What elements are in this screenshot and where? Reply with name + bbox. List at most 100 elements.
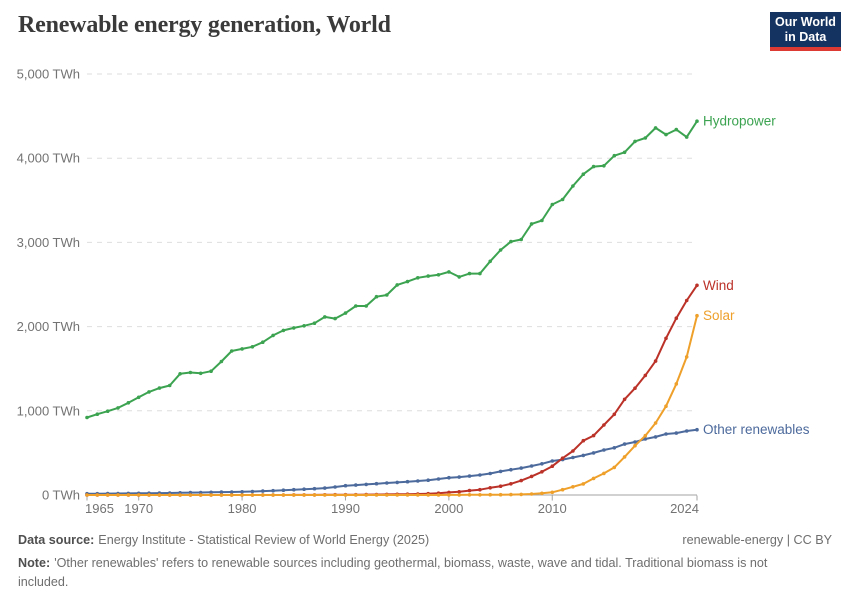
data-point-hydropower[interactable]: [478, 271, 482, 276]
data-point-hydropower[interactable]: [436, 273, 441, 277]
data-point-hydropower[interactable]: [261, 340, 265, 345]
data-point-solar[interactable]: [292, 493, 296, 497]
data-point-solar[interactable]: [540, 491, 544, 496]
series-solar[interactable]: [85, 313, 699, 497]
data-point-solar[interactable]: [550, 490, 555, 495]
data-point-solar[interactable]: [385, 493, 389, 497]
data-point-hydropower[interactable]: [571, 184, 575, 188]
data-point-hydropower[interactable]: [509, 239, 513, 244]
data-point-solar[interactable]: [85, 493, 89, 497]
data-point-hydropower[interactable]: [188, 370, 193, 375]
data-point-wind[interactable]: [653, 359, 658, 363]
data-point-wind[interactable]: [457, 490, 462, 494]
data-point-other-renewables[interactable]: [405, 479, 410, 484]
data-point-other-renewables[interactable]: [602, 448, 606, 452]
data-point-hydropower[interactable]: [240, 347, 244, 351]
series-hydropower[interactable]: [85, 119, 699, 420]
data-point-other-renewables[interactable]: [343, 483, 348, 488]
data-point-hydropower[interactable]: [95, 412, 100, 417]
data-point-other-renewables[interactable]: [198, 490, 203, 495]
data-point-other-renewables[interactable]: [509, 467, 513, 472]
data-point-solar[interactable]: [323, 493, 327, 497]
data-point-wind[interactable]: [633, 386, 637, 391]
data-point-hydropower[interactable]: [219, 359, 224, 364]
data-point-wind[interactable]: [674, 316, 679, 321]
data-point-wind[interactable]: [602, 423, 606, 427]
data-point-wind[interactable]: [622, 397, 627, 402]
data-point-hydropower[interactable]: [250, 345, 255, 349]
data-point-solar[interactable]: [364, 493, 369, 497]
data-point-solar[interactable]: [436, 493, 441, 497]
data-point-other-renewables[interactable]: [695, 427, 699, 432]
data-point-solar[interactable]: [674, 382, 679, 386]
data-point-solar[interactable]: [167, 493, 172, 497]
data-point-solar[interactable]: [488, 492, 493, 497]
data-point-other-renewables[interactable]: [271, 488, 275, 493]
data-point-other-renewables[interactable]: [354, 483, 358, 487]
data-point-solar[interactable]: [188, 493, 193, 497]
data-point-solar[interactable]: [581, 482, 586, 486]
series-wind[interactable]: [85, 283, 699, 497]
data-point-solar[interactable]: [95, 493, 100, 497]
data-point-wind[interactable]: [581, 438, 586, 443]
data-point-wind[interactable]: [467, 488, 472, 493]
data-point-hydropower[interactable]: [85, 415, 89, 420]
data-point-wind[interactable]: [612, 412, 617, 417]
data-point-other-renewables[interactable]: [581, 453, 586, 458]
data-point-other-renewables[interactable]: [664, 432, 668, 436]
data-point-hydropower[interactable]: [457, 275, 462, 279]
data-point-solar[interactable]: [312, 493, 317, 497]
data-point-solar[interactable]: [333, 493, 337, 497]
data-point-hydropower[interactable]: [136, 395, 141, 400]
data-point-solar[interactable]: [209, 493, 213, 497]
data-point-solar[interactable]: [478, 493, 482, 497]
data-point-solar[interactable]: [622, 455, 627, 459]
data-point-other-renewables[interactable]: [633, 440, 637, 444]
data-point-other-renewables[interactable]: [488, 471, 493, 476]
data-point-other-renewables[interactable]: [416, 479, 420, 483]
data-point-solar[interactable]: [219, 493, 224, 497]
data-point-hydropower[interactable]: [333, 316, 337, 321]
data-point-other-renewables[interactable]: [364, 482, 369, 487]
data-point-hydropower[interactable]: [126, 401, 131, 405]
data-point-solar[interactable]: [664, 404, 668, 409]
data-point-solar[interactable]: [602, 471, 606, 476]
data-point-solar[interactable]: [519, 492, 523, 497]
data-point-wind[interactable]: [498, 484, 503, 489]
data-point-solar[interactable]: [447, 493, 451, 497]
data-point-hydropower[interactable]: [178, 372, 182, 376]
data-point-solar[interactable]: [126, 493, 131, 497]
data-point-solar[interactable]: [354, 493, 358, 497]
data-point-solar[interactable]: [374, 493, 379, 497]
data-point-hydropower[interactable]: [498, 248, 503, 252]
data-point-solar[interactable]: [116, 493, 120, 497]
data-point-hydropower[interactable]: [405, 279, 410, 284]
data-point-hydropower[interactable]: [695, 119, 699, 123]
data-point-other-renewables[interactable]: [250, 489, 255, 494]
data-point-solar[interactable]: [405, 493, 410, 497]
series-other-renewables[interactable]: [85, 427, 699, 496]
data-point-other-renewables[interactable]: [209, 490, 213, 495]
data-point-other-renewables[interactable]: [374, 481, 379, 486]
data-point-wind[interactable]: [684, 298, 689, 303]
data-point-hydropower[interactable]: [622, 150, 627, 155]
data-point-hydropower[interactable]: [292, 326, 296, 330]
data-point-solar[interactable]: [633, 443, 637, 448]
data-point-solar[interactable]: [426, 493, 431, 497]
data-point-solar[interactable]: [684, 355, 689, 359]
data-point-solar[interactable]: [457, 493, 462, 497]
data-point-hydropower[interactable]: [643, 136, 648, 140]
data-point-solar[interactable]: [105, 493, 110, 497]
data-point-solar[interactable]: [529, 492, 534, 496]
data-point-other-renewables[interactable]: [571, 455, 575, 460]
data-point-other-renewables[interactable]: [229, 490, 234, 494]
data-point-solar[interactable]: [612, 465, 617, 470]
data-point-hydropower[interactable]: [488, 259, 493, 264]
data-point-solar[interactable]: [416, 493, 420, 497]
data-point-wind[interactable]: [560, 456, 565, 461]
data-point-solar[interactable]: [302, 493, 306, 497]
data-point-other-renewables[interactable]: [333, 485, 337, 489]
data-point-solar[interactable]: [571, 485, 575, 489]
data-point-hydropower[interactable]: [323, 315, 327, 319]
data-point-other-renewables[interactable]: [447, 475, 451, 480]
